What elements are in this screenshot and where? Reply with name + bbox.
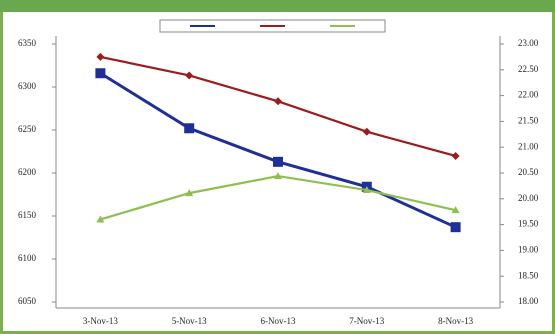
y-tick-label: 6350 [18,38,37,48]
marker [184,123,195,134]
y-tick-label: 6200 [18,167,37,177]
y2-tick-label: 22.50 [518,64,539,74]
x-tick-label: 6-Nov-13 [261,316,296,326]
y2-tick-label: 23.00 [518,38,539,48]
y2-tick-label: 18.00 [518,296,539,306]
marker [185,71,194,80]
y2-tick-label: 20.50 [518,167,539,177]
y-tick-label: 6250 [18,124,37,134]
y-tick-label: 6300 [18,81,37,91]
y2-tick-label: 21.50 [518,115,539,125]
marker [95,68,106,79]
y2-tick-label: 22.00 [518,90,539,100]
marker [451,206,460,214]
marker [451,151,460,160]
y-tick-label: 6100 [18,253,37,263]
marker [362,186,371,194]
x-tick-label: 3-Nov-13 [83,316,118,326]
marker [96,215,105,223]
marker [274,172,282,180]
header-bar [0,0,555,12]
x-tick-label: 7-Nov-13 [349,316,384,326]
y2-tick-label: 18.50 [518,270,539,280]
marker [450,222,461,233]
marker [96,52,105,61]
marker [274,97,282,106]
x-tick-label: 5-Nov-13 [172,316,207,326]
y-tick-label: 6050 [18,296,37,306]
y2-tick-label: 19.00 [518,244,539,254]
marker [185,189,194,197]
y2-tick-label: 19.50 [518,219,539,229]
y-tick-label: 6150 [18,210,37,220]
y2-tick-label: 21.00 [518,141,539,151]
x-tick-label: 8-Nov-13 [438,316,473,326]
marker [273,156,283,167]
y2-tick-label: 20.00 [518,193,539,203]
marker [362,127,371,136]
